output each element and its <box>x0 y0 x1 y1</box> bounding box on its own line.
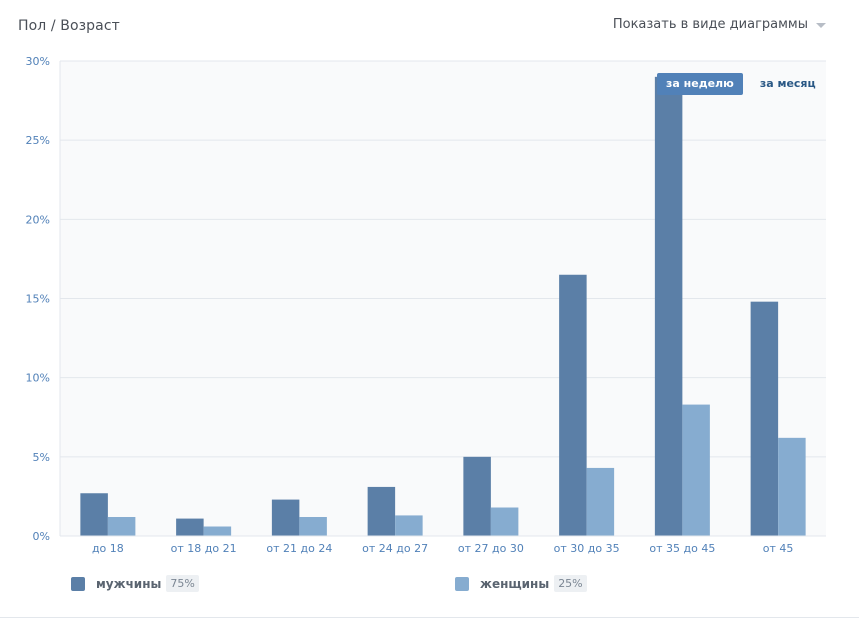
bar-women <box>778 437 806 536</box>
view-as-diagram-dropdown[interactable]: Показать в виде диаграммы <box>613 17 826 32</box>
page-title: Пол / Возраст <box>18 18 120 34</box>
legend-men-label: мужчины <box>96 576 162 591</box>
x-tick-label: от 30 до 35 <box>554 542 620 555</box>
legend-women-label: женщины <box>480 576 550 591</box>
bottom-divider <box>0 617 859 618</box>
y-tick-label: 20% <box>26 213 50 226</box>
y-tick-label: 25% <box>26 134 50 147</box>
period-week-button[interactable]: за неделю <box>657 73 743 95</box>
legend-men[interactable]: мужчины 75% <box>71 575 199 592</box>
x-tick-label: от 45 <box>763 542 794 555</box>
bar-men <box>463 456 491 536</box>
x-tick-label: от 35 до 45 <box>649 542 715 555</box>
bar-men <box>559 274 587 536</box>
age-gender-bar-chart: 0% 5% 10% 15% 20% 25% 30% до 18 от 18 до 21 от 21… <box>26 55 826 555</box>
legend-men-swatch <box>71 576 85 591</box>
bar-women <box>203 526 232 536</box>
x-tick-label: от 27 до 30 <box>458 542 524 555</box>
bar-men <box>367 486 396 536</box>
bar-women <box>682 404 710 536</box>
y-tick-label: 30% <box>26 55 50 68</box>
bar-women <box>299 517 327 536</box>
y-tick-label: 0% <box>33 530 50 543</box>
chevron-down-icon <box>816 23 826 28</box>
view-toggle-label: Показать в виде диаграммы <box>612 17 808 32</box>
y-tick-label: 10% <box>26 372 50 385</box>
bar-men <box>271 499 300 536</box>
x-tick-label: до 18 <box>92 542 124 555</box>
bar-men <box>654 76 683 536</box>
bar-men <box>176 518 204 536</box>
y-tick-label: 5% <box>33 451 50 464</box>
legend-men-percent: 75% <box>166 575 199 592</box>
y-tick-label: 15% <box>26 293 50 306</box>
bar-women <box>586 467 615 536</box>
legend-women-percent: 25% <box>554 575 587 592</box>
legend-women-swatch <box>455 576 469 591</box>
bar-women <box>395 515 423 536</box>
x-tick-label: от 24 до 27 <box>362 542 428 555</box>
period-switch: за неделю за месяц <box>657 73 825 95</box>
bar-women <box>490 507 519 536</box>
x-tick-label: от 18 до 21 <box>171 542 237 555</box>
x-tick-label: от 21 до 24 <box>266 542 332 555</box>
bar-men <box>80 493 108 536</box>
period-month-button[interactable]: за месяц <box>759 77 816 90</box>
legend-women[interactable]: женщины 25% <box>455 575 587 592</box>
bar-women <box>107 517 136 536</box>
bar-men <box>750 301 779 536</box>
